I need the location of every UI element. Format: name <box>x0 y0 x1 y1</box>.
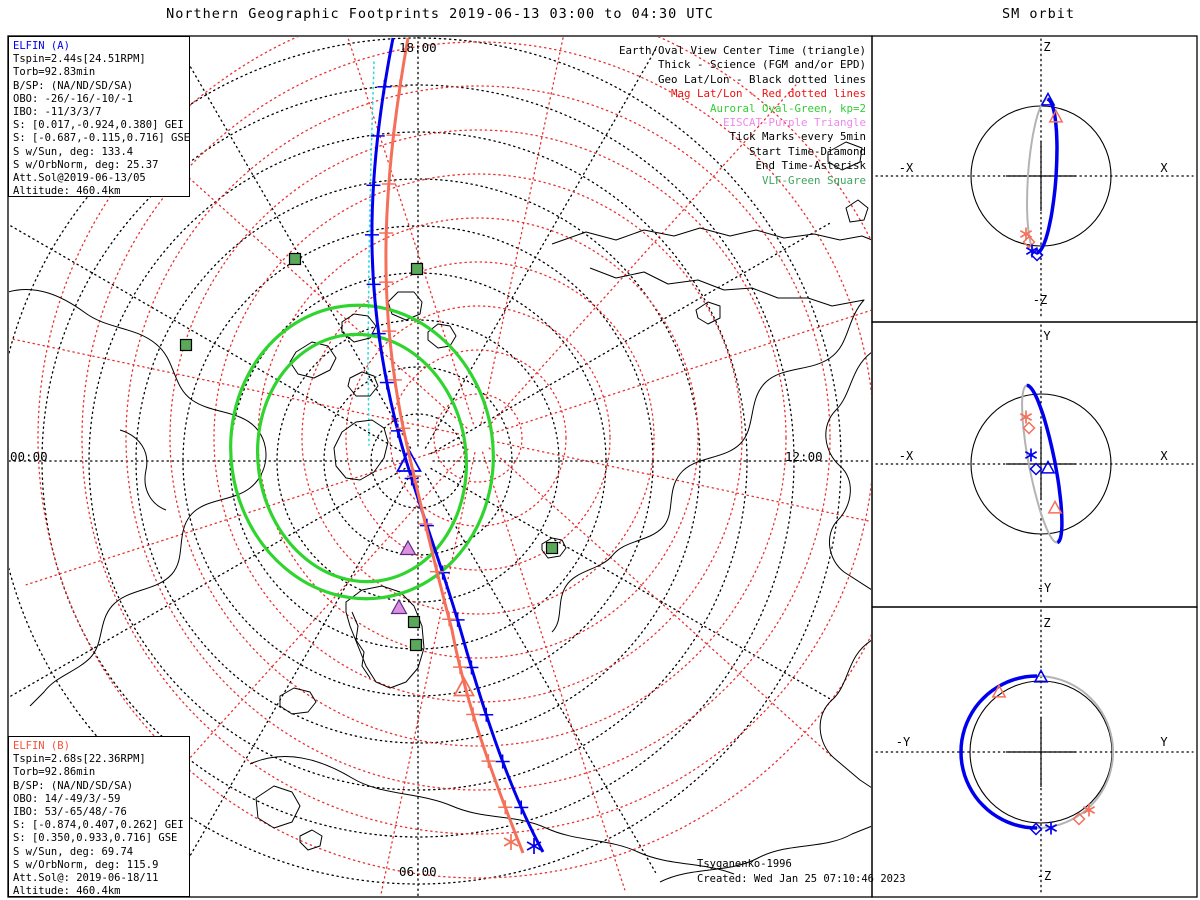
legend: Earth/Oval View Center Time (triangle) Th… <box>566 44 866 188</box>
mag-grid <box>12 37 871 896</box>
info-line: B/SP: (NA/ND/SD/SA) <box>13 79 134 92</box>
info-line: S w/Sun, deg: 69.74 <box>13 845 134 858</box>
axis-label-sm-xy-bottom: -Y <box>1036 581 1052 595</box>
info-line: S w/OrbNorm, deg: 115.9 <box>13 858 159 871</box>
geo-grid <box>9 37 871 896</box>
axis-label-sm-yz-bottom: -Z <box>1036 869 1052 883</box>
axis-label-sm-xz-top: Z <box>1043 40 1051 54</box>
axis-label-sm-xz-right: X <box>1160 161 1168 175</box>
axis-label-sm-yz-top: Z <box>1043 616 1051 630</box>
axis-label-sm-yz-right: Y <box>1160 735 1168 749</box>
legend-item: Geo Lat/Lon - Black dotted lines <box>657 72 866 86</box>
legend-item: Earth/Oval View Center Time (triangle) <box>618 44 866 57</box>
info-line: Tspin=2.44s[24.51RPM] <box>13 53 146 66</box>
aux-dotted-line <box>367 61 375 446</box>
time-label-00: 00:00 <box>10 449 48 464</box>
info-line: Att.Sol@: 2019-06-18/11 <box>13 871 159 884</box>
legend-item: Tick Marks every 5min <box>729 130 866 144</box>
legend-item: Mag Lat/Lon - Red dotted lines <box>670 87 866 101</box>
satellite-name: ELFIN (A) <box>13 40 70 52</box>
info-line: S: [-0.687,-0.115,0.716] GSE <box>13 132 191 145</box>
legend-item: End Time-Asterisk <box>755 159 866 173</box>
time-label-12: 12:00 <box>785 449 823 464</box>
coastlines <box>9 141 871 883</box>
legend-item: VLF-Green Square <box>761 173 866 187</box>
info-box-elfin-a: ELFIN (A) Tspin=2.44s[24.51RPM] Torb=92.83… <box>8 36 190 197</box>
axis-label-sm-xz-left: -X <box>898 161 914 175</box>
info-line: IBO: 53/-65/48/-76 <box>13 805 127 818</box>
axis-label-sm-xy-right: X <box>1160 449 1168 463</box>
sm-panel-sm-yz <box>875 609 1194 895</box>
time-label-18: 18:00 <box>399 40 437 55</box>
legend-item: Thick - Science (FGM and/or EPD) <box>657 58 866 72</box>
legend-item: Start Time-Diamond <box>748 144 866 158</box>
info-line: Torb=92.83min <box>13 66 96 79</box>
sm-orbit-title: SM orbit <box>1001 6 1076 22</box>
info-line: Torb=92.86min <box>13 766 96 779</box>
time-label-06: 06:00 <box>399 864 437 879</box>
info-line: Att.Sol@2019-06-13/05 <box>13 171 146 184</box>
legend-item: EISCAT-Purple Triangle <box>722 115 866 129</box>
axis-label-sm-xz-bottom: -Z <box>1032 293 1048 307</box>
info-line: S w/Sun, deg: 133.4 <box>13 145 134 158</box>
info-line: IBO: -11/3/3/7 <box>13 105 102 118</box>
info-line: S w/OrbNorm, deg: 25.37 <box>13 158 159 171</box>
sm-panel-frame-xz <box>871 35 1198 323</box>
page-title: Northern Geographic Footprints 2019-06-1… <box>166 6 714 22</box>
legend-item: Auroral Oval-Green, kp=2 <box>709 101 866 115</box>
info-box-elfin-b: ELFIN (B) Tspin=2.68s[22.36RPM] Torb=92.86… <box>8 736 190 897</box>
info-line: OBO: 14/-49/3/-59 <box>13 792 121 805</box>
credit-model: Tsyganenko-1996 <box>697 858 792 870</box>
credit-created: Created: Wed Jan 25 07:10:46 2023 <box>697 873 906 885</box>
info-line: Tspin=2.68s[22.36RPM] <box>13 753 146 766</box>
info-line: S: [0.017,-0.924,0.380] GEI <box>13 119 184 132</box>
info-line: S: [0.350,0.933,0.716] GSE <box>13 832 178 845</box>
sm-panel-sm-xy <box>875 324 1194 605</box>
axis-label-sm-yz-left: -Y <box>895 735 911 749</box>
sm-panel-frame-yz <box>871 606 1198 898</box>
sm-panel-sm-xz <box>875 38 1194 320</box>
info-line: S: [-0.874,0.407,0.262] GEI <box>13 819 184 832</box>
eiscat-triangles <box>390 539 417 615</box>
trajectory-elfin-b <box>379 37 525 854</box>
info-line: OBO: -26/-16/-10/-1 <box>13 92 134 105</box>
info-line: Altitude: 460.4km <box>13 885 121 898</box>
vlf-squares <box>179 252 559 652</box>
info-line: B/SP: (NA/ND/SD/SA) <box>13 779 134 792</box>
info-line: Altitude: 460.4km <box>13 185 121 198</box>
axis-label-sm-xy-top: Y <box>1043 329 1051 343</box>
satellite-name: ELFIN (B) <box>13 740 70 752</box>
axis-label-sm-xy-left: -X <box>898 449 914 463</box>
auroral-oval <box>229 303 495 601</box>
